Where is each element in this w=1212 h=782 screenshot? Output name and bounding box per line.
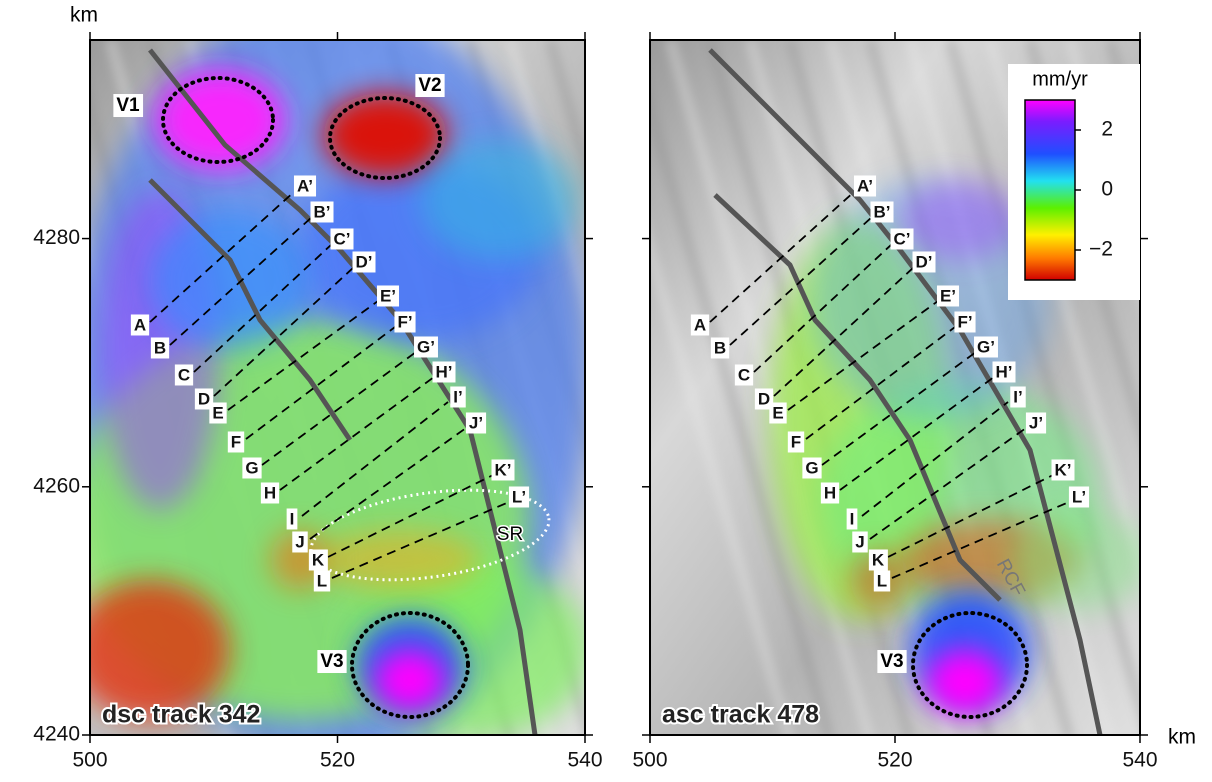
colorbar: mm/yr 2 0 −2 [1008, 64, 1140, 300]
profile-start-label: F [791, 432, 801, 451]
colorbar-tick-label: 0 [1101, 178, 1113, 201]
profile-start-label: C [738, 365, 750, 384]
velocity-patch [1010, 510, 1150, 610]
velocity-patch [375, 650, 445, 710]
profile-start-label: K [312, 550, 325, 569]
profile-end-label: J’ [469, 413, 483, 432]
feature-label: V1 [116, 95, 140, 116]
x-tick-label: 500 [72, 749, 107, 772]
x-unit: km [1168, 726, 1196, 749]
y-unit: km [70, 4, 98, 27]
profile-start-label: K [872, 550, 885, 569]
profile-start-label: E [772, 403, 783, 422]
profile-start-label: H [264, 483, 276, 502]
profile-end-label: I’ [453, 387, 462, 406]
y-tick-label: 4280 [33, 226, 80, 249]
profile-start-label: A [694, 315, 706, 334]
profile-end-label: D’ [916, 252, 933, 271]
velocity-patch [900, 180, 1020, 260]
feature-label: V2 [418, 75, 441, 96]
profile-start-label: I [850, 509, 855, 528]
profile-end-label: J’ [1029, 413, 1043, 432]
profile-start-label: F [231, 432, 241, 451]
profile-end-label: H’ [436, 362, 453, 381]
profile-start-label: B [154, 338, 166, 357]
x-tick-label: 540 [1122, 749, 1157, 772]
track-label: asc track 478 [662, 701, 819, 729]
y-tick-label: 4260 [33, 474, 80, 497]
profile-end-label: E’ [940, 286, 956, 305]
colorbar-tick-label: 2 [1101, 118, 1113, 141]
colorbar-title: mm/yr [1032, 68, 1088, 90]
feature-label: V3 [320, 651, 343, 672]
x-tick-label: 520 [320, 749, 355, 772]
x-tick-label: 520 [877, 749, 912, 772]
map-panel: A A’ B B’ C C’ D D’ E E’ F F’ G G’ H H’ I I’ J J’ K K’ L L’ V1 V2… [30, 0, 750, 772]
profile-end-label: I’ [1013, 387, 1022, 406]
profile-end-label: A’ [297, 176, 313, 195]
profile-start-label: H [824, 483, 836, 502]
profile-end-label: G’ [977, 337, 995, 356]
profile-start-label: D [758, 389, 770, 408]
colorbar-scale [1025, 100, 1075, 280]
velocity-patch [70, 580, 230, 720]
profile-start-label: G [245, 458, 258, 477]
profile-end-label: B’ [874, 202, 891, 221]
profile-start-label: B [714, 338, 726, 357]
velocity-patch [927, 650, 1003, 714]
velocity-patch [420, 140, 580, 260]
feature-label: SR [497, 524, 523, 545]
figure: km km AA’BB’CC’DD’EE’FF’GG’HH’II’JJ’KK’L… [0, 0, 1212, 782]
profile-start-label: E [212, 403, 223, 422]
profile-start-label: G [805, 458, 818, 477]
profile-start-label: J [295, 532, 304, 551]
profile-end-label: L’ [1072, 487, 1086, 506]
profile-end-label: B’ [314, 202, 331, 221]
profile-end-label: K’ [1055, 460, 1072, 479]
profile-start-label: L [877, 571, 887, 590]
x-tick-label: 540 [567, 749, 602, 772]
profile-start-label: L [317, 571, 327, 590]
profile-end-label: H’ [996, 362, 1013, 381]
colorbar-tick-label: −2 [1089, 238, 1113, 261]
x-tick-label: 500 [632, 749, 667, 772]
profile-start-label: I [290, 509, 295, 528]
profile-start-label: D [198, 389, 210, 408]
profile-end-label: C’ [894, 229, 911, 248]
profile-start-label: A [134, 315, 146, 334]
profile-end-label: L’ [512, 487, 526, 506]
profile-end-label: F’ [397, 312, 412, 331]
profile-end-label: C’ [334, 229, 351, 248]
page: {"figure": { "x_unit": "km", "y_unit": "… [0, 0, 1212, 782]
feature-label: V3 [880, 651, 903, 672]
profile-end-label: A’ [857, 176, 873, 195]
profile-end-label: D’ [356, 252, 373, 271]
profile-start-label: C [178, 365, 190, 384]
profile-end-label: F’ [957, 312, 972, 331]
y-tick-label: 4240 [33, 723, 80, 746]
profile-end-label: G’ [417, 337, 435, 356]
track-label: dsc track 342 [102, 701, 260, 729]
profile-end-label: K’ [495, 460, 512, 479]
velocity-patch [320, 530, 480, 590]
profile-start-label: J [855, 532, 864, 551]
profile-end-label: E’ [380, 286, 396, 305]
